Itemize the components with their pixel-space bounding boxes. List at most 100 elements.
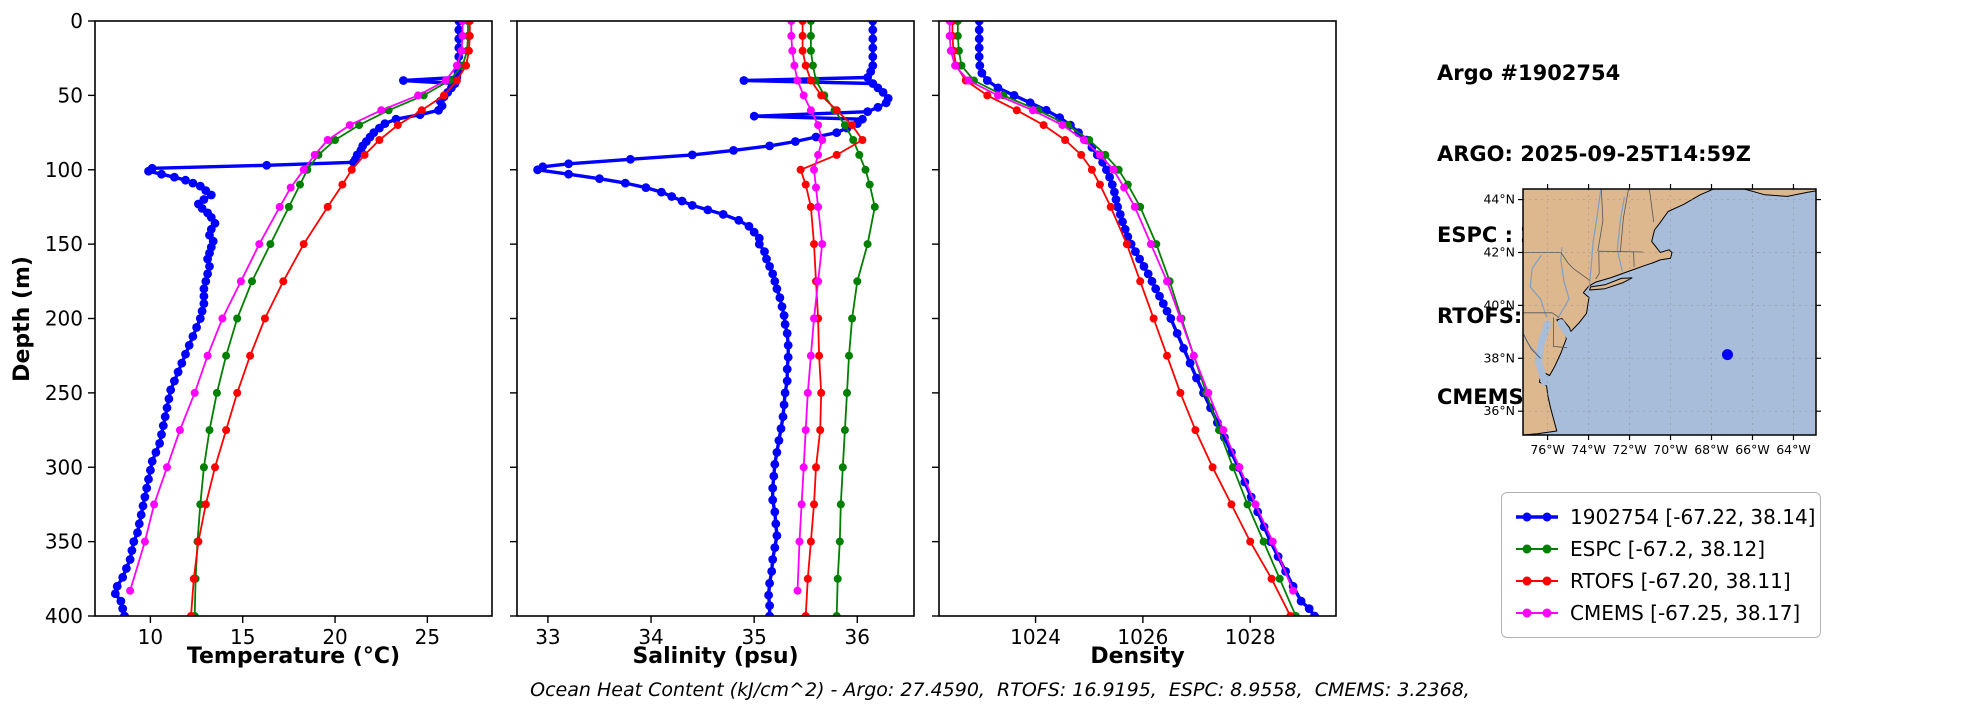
svg-text:1024: 1024 <box>1010 625 1061 649</box>
svg-text:38°N: 38°N <box>1483 350 1515 365</box>
bay <box>1534 320 1552 386</box>
state-border <box>1619 189 1629 252</box>
svg-text:100: 100 <box>45 158 83 182</box>
svg-text:36: 36 <box>845 625 870 649</box>
map-body <box>1523 189 1816 435</box>
legend-item-label: ESPC [-67.2, 38.12] <box>1570 537 1766 561</box>
plot-series <box>533 21 893 616</box>
legend: 1902754 [-67.22, 38.14] ESPC [-67.2, 38.1… <box>1501 492 1821 638</box>
svg-text:25: 25 <box>415 625 440 649</box>
depth-axis-label: Depth (m) <box>10 255 35 382</box>
river <box>1616 196 1625 272</box>
state-border <box>1649 189 1655 223</box>
depth-axis-label-wrap: Depth (m) <box>10 21 35 616</box>
state-border <box>1633 251 1635 268</box>
series-CMEMS <box>945 21 1298 595</box>
svg-text:200: 200 <box>45 307 83 331</box>
svg-text:0: 0 <box>70 9 83 33</box>
series-RTOFS <box>796 21 867 616</box>
svg-text:300: 300 <box>45 455 83 479</box>
svg-text:350: 350 <box>45 530 83 554</box>
bay <box>1557 319 1573 340</box>
legend-swatch-ESPC <box>1516 544 1558 554</box>
argo-float-marker <box>1721 349 1733 361</box>
legend-item-label: 1902754 [-67.22, 38.14] <box>1570 505 1816 529</box>
axis-ticks <box>88 20 429 623</box>
map-tick-labels: 76°W 74°W 72°W 70°W 68°W 66°W 64°W 36°N 38°N 40°N… <box>1483 192 1810 457</box>
legend-item-label: RTOFS [-67.20, 38.11] <box>1570 569 1791 593</box>
series-ESPC <box>190 21 472 616</box>
legend-item-RTOFS: RTOFS [-67.20, 38.11] <box>1514 565 1808 597</box>
land-nova-scotia <box>1743 189 1816 197</box>
state-border <box>1552 317 1568 349</box>
legend-item-1902754: 1902754 [-67.22, 38.14] <box>1514 501 1815 533</box>
svg-text:33: 33 <box>535 625 560 649</box>
series-RTOFS <box>948 21 1295 616</box>
svg-text:76°W: 76°W <box>1530 442 1565 457</box>
plot-frame <box>938 20 1337 617</box>
river <box>1529 254 1548 318</box>
state-border <box>1598 250 1643 253</box>
plot-series <box>945 21 1319 616</box>
state-border <box>1595 251 1600 280</box>
legend-swatch-RTOFS <box>1516 576 1558 586</box>
svg-text:150: 150 <box>45 232 83 256</box>
svg-text:72°W: 72°W <box>1612 442 1647 457</box>
river <box>1588 189 1602 287</box>
series-1902754 <box>110 21 464 616</box>
series-1902754 <box>533 21 893 616</box>
svg-text:40°N: 40°N <box>1483 297 1515 312</box>
land-long-island <box>1589 277 1633 291</box>
svg-text:15: 15 <box>230 625 255 649</box>
svg-text:20: 20 <box>322 625 347 649</box>
svg-text:34: 34 <box>638 625 663 649</box>
legend-item-CMEMS: CMEMS [-67.25, 38.17] <box>1514 597 1808 629</box>
density-axis-label: Density <box>1090 644 1185 669</box>
svg-text:74°W: 74°W <box>1571 442 1606 457</box>
svg-text:42°N: 42°N <box>1483 244 1515 259</box>
svg-text:400: 400 <box>45 604 83 628</box>
legend-swatch-CMEMS <box>1516 608 1558 618</box>
legend-item-label: CMEMS [-67.25, 38.17] <box>1570 601 1801 625</box>
svg-text:35: 35 <box>741 625 766 649</box>
argo-timestamp: ARGO: 2025-09-25T14:59Z <box>1437 142 1751 166</box>
svg-text:250: 250 <box>45 381 83 405</box>
svg-text:36°N: 36°N <box>1483 403 1515 418</box>
temperature-axis-label: Temperature (°C) <box>186 644 401 669</box>
svg-text:66°W: 66°W <box>1735 442 1770 457</box>
argo-id-title: Argo #1902754 <box>1437 61 1621 85</box>
salinity-profile-plot: 33 34 35 36 <box>510 20 915 649</box>
location-map: 76°W 74°W 72°W 70°W 68°W 66°W 64°W 36°N 38°N 40°N… <box>1483 184 1821 457</box>
svg-text:1026: 1026 <box>1117 625 1168 649</box>
legend-swatch-1902754 <box>1516 512 1558 522</box>
density-profile-plot: 1024 1026 1028 <box>932 20 1337 649</box>
svg-text:70°W: 70°W <box>1653 442 1688 457</box>
state-border <box>1523 312 1560 318</box>
series-ESPC <box>806 21 879 616</box>
axis-ticks <box>510 20 858 623</box>
plot-series <box>110 21 474 616</box>
ocean-heat-content-caption: Ocean Heat Content (kJ/cm^2) - Argo: 27.… <box>530 679 1470 701</box>
svg-text:10: 10 <box>138 625 163 649</box>
svg-text:44°N: 44°N <box>1483 192 1515 207</box>
svg-text:1028: 1028 <box>1225 625 1276 649</box>
salinity-axis-label: Salinity (psu) <box>632 644 799 669</box>
series-CMEMS <box>787 21 827 595</box>
state-border <box>1523 333 1541 359</box>
axis-tick-labels: 33 34 35 36 <box>535 625 870 649</box>
axis-ticks <box>932 20 1251 623</box>
legend-item-ESPC: ESPC [-67.2, 38.12] <box>1514 533 1808 565</box>
svg-text:68°W: 68°W <box>1694 442 1729 457</box>
graticule <box>1523 189 1816 435</box>
series-CMEMS <box>126 21 467 595</box>
svg-text:64°W: 64°W <box>1776 442 1811 457</box>
svg-text:50: 50 <box>58 83 83 107</box>
series-ESPC <box>953 21 1300 616</box>
axis-tick-labels: 1024 1026 1028 <box>1010 625 1276 649</box>
map-ticks <box>1518 184 1821 440</box>
state-border <box>1560 252 1590 281</box>
map-frame <box>1522 188 1817 436</box>
